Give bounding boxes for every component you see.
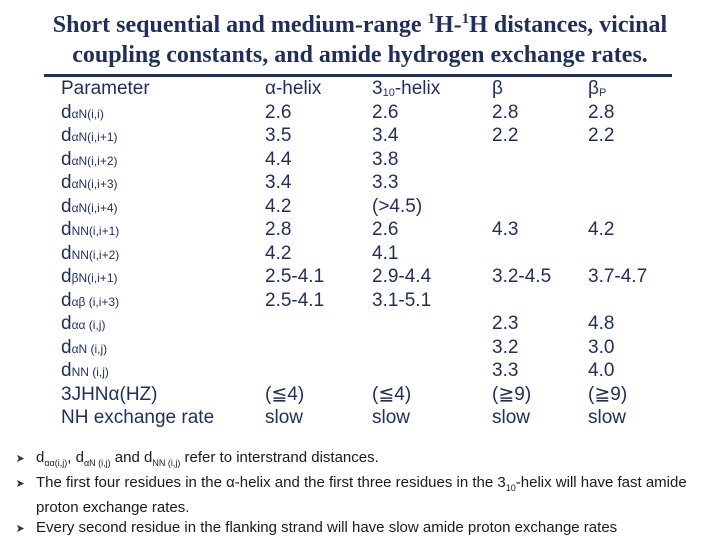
value-cell: 2.8 <box>265 219 292 240</box>
value-cell: 3.7-4.7 <box>588 266 648 287</box>
arrow-bullet-icon <box>16 524 25 533</box>
value-cell: 2.9-4.4 <box>372 266 432 287</box>
header-beta-p: βP <box>588 78 607 99</box>
param-cell: 3JHNα(HZ) <box>61 383 158 405</box>
value-cell <box>492 289 551 313</box>
value-cell: 3.3 <box>372 172 399 193</box>
param-cell: NH exchange rate <box>61 407 215 428</box>
param-cell: dαα (i,j) <box>61 313 106 334</box>
value-cell: 4.3 <box>492 219 519 240</box>
value-cell <box>588 195 647 219</box>
value-cell: 2.2 <box>492 125 519 146</box>
value-cell: 3.4 <box>265 172 292 193</box>
param-cell: dαN (i,j) <box>61 336 108 358</box>
param-cell: dαN(i,i+1) <box>61 125 118 146</box>
value-cell <box>492 171 551 195</box>
footnote-1: dαα(i,j), dαN (i,j) and dNN (i,j) refer … <box>14 448 714 473</box>
value-cell <box>265 359 324 383</box>
arrow-bullet-icon <box>16 454 25 463</box>
value-cell <box>372 359 440 383</box>
value-cell: 4.8 <box>588 313 615 334</box>
value-cell: 3.2-4.5 <box>492 266 552 287</box>
footnote-2: The first four residues in the α-helix a… <box>14 473 714 518</box>
header-three-ten-helix: 310-helix <box>372 78 441 99</box>
value-cell: 4.2 <box>588 219 615 240</box>
value-cell: 3.2 <box>492 336 519 358</box>
value-cell <box>372 312 440 336</box>
param-cell: dNN(i,i+1) <box>61 219 120 240</box>
param-cell: dαβ (i,i+3) <box>61 289 120 311</box>
value-cell: 2.5-4.1 <box>265 266 325 287</box>
value-cell: 2.8 <box>492 101 519 123</box>
value-cell: 3.1-5.1 <box>372 289 432 311</box>
value-cell: (≧9) <box>492 383 532 405</box>
value-cell: 4.4 <box>265 148 292 170</box>
title-sup: 1 <box>427 11 436 27</box>
value-cell: 3.0 <box>588 336 615 358</box>
value-cell: 4.0 <box>588 360 615 381</box>
value-cell: 3.4 <box>372 125 399 146</box>
value-cell: 2.6 <box>265 101 292 123</box>
value-cell: 2.6 <box>372 219 399 240</box>
value-cell: 3.8 <box>372 148 399 170</box>
header-alpha-helix: α-helix <box>265 78 322 99</box>
value-cell: (>4.5) <box>372 195 423 217</box>
value-cell: 4.1 <box>372 242 399 264</box>
value-cell: 2.2 <box>588 125 615 146</box>
value-cell: 4.2 <box>265 242 292 264</box>
value-cell <box>372 336 440 360</box>
header-beta: β <box>492 78 503 99</box>
value-cell: 2.5-4.1 <box>265 289 325 311</box>
value-cell <box>588 171 647 195</box>
value-cell: slow <box>372 407 411 428</box>
beta-p-column: βP 2.8 2.2 4.2 3.7-4.7 4.8 3.0 4.0 (≧9) … <box>588 77 647 430</box>
title-line-1: Short sequential and medium-range 1H-1H … <box>0 10 720 40</box>
value-cell <box>588 148 647 172</box>
three-ten-helix-column: 310-helix 2.6 3.4 3.8 3.3 (>4.5) 2.6 4.1… <box>372 77 440 430</box>
value-cell <box>265 312 324 336</box>
value-cell: slow <box>265 407 304 428</box>
title-sup: 1 <box>461 11 470 27</box>
param-cell: dβN(i,i+1) <box>61 266 118 287</box>
param-cell: dαN(i,i) <box>61 101 104 123</box>
value-cell: (≧9) <box>588 383 628 405</box>
value-cell <box>588 289 647 313</box>
parameter-column: Parameter dαN(i,i) dαN(i,i+1) dαN(i,i+2)… <box>61 77 214 430</box>
value-cell: 3.5 <box>265 125 292 146</box>
value-cell: slow <box>588 407 627 428</box>
title-divider <box>44 74 672 77</box>
value-cell: (≦4) <box>372 383 412 405</box>
param-cell: dαN(i,i+4) <box>61 195 118 217</box>
value-cell <box>492 195 551 219</box>
beta-column: β 2.8 2.2 4.3 3.2-4.5 2.3 3.2 3.3 (≧9) s… <box>492 77 551 430</box>
value-cell: (≦4) <box>265 383 305 405</box>
value-cell <box>492 148 551 172</box>
param-cell: dαN(i,i+3) <box>61 172 118 193</box>
title-text: H distances, vicinal <box>469 12 668 38</box>
value-cell: 2.6 <box>372 101 399 123</box>
slide-title: Short sequential and medium-range 1H-1H … <box>0 10 720 70</box>
arrow-bullet-icon <box>16 479 25 488</box>
title-text: H- <box>435 12 462 38</box>
param-cell: dNN(i,i+2) <box>61 242 120 264</box>
value-cell: 2.8 <box>588 101 615 123</box>
header-parameter: Parameter <box>61 78 150 99</box>
title-line-2: coupling constants, and amide hydrogen e… <box>72 42 648 68</box>
value-cell: 3.3 <box>492 360 519 381</box>
footnotes: dαα(i,j), dαN (i,j) and dNN (i,j) refer … <box>14 448 714 538</box>
value-cell: 2.3 <box>492 313 519 334</box>
param-cell: dαN(i,i+2) <box>61 148 118 170</box>
value-cell: slow <box>492 407 531 428</box>
title-text: Short sequential and medium-range <box>52 12 428 38</box>
value-cell <box>265 336 324 360</box>
footnote-3: Every second residue in the flanking str… <box>14 518 714 538</box>
alpha-helix-column: α-helix 2.6 3.5 4.4 3.4 4.2 2.8 4.2 2.5-… <box>265 77 324 430</box>
param-cell: dNN (i,j) <box>61 360 109 381</box>
value-cell: 4.2 <box>265 195 292 217</box>
value-cell <box>588 242 647 266</box>
value-cell <box>492 242 551 266</box>
